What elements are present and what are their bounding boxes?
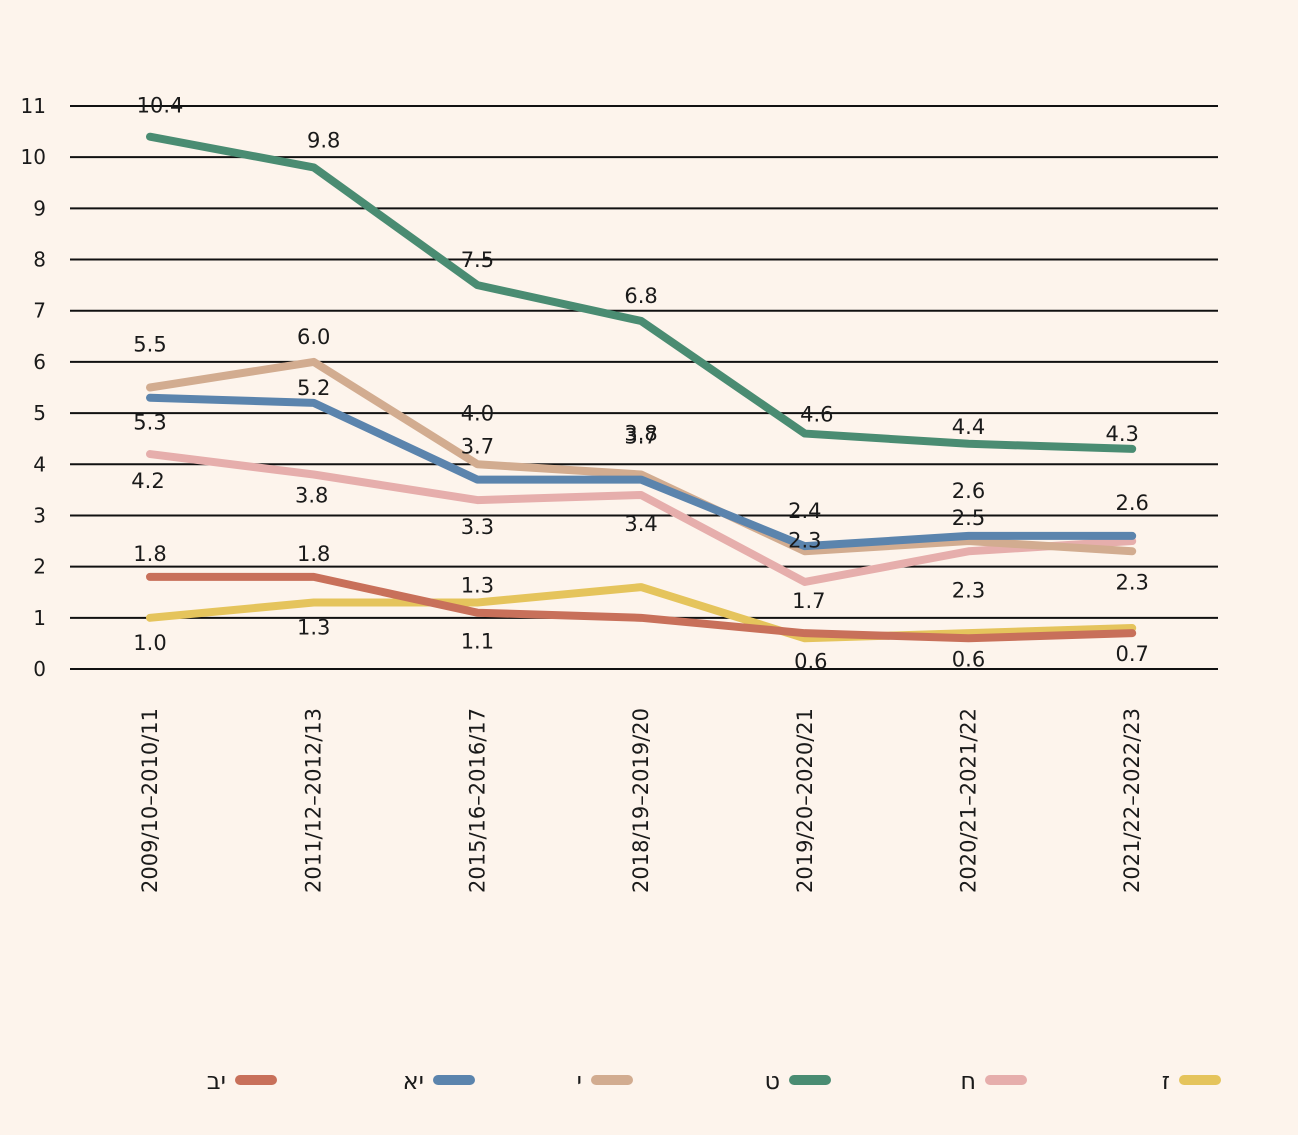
data-label: 4.4 bbox=[952, 415, 985, 439]
legend-label: ח bbox=[960, 1067, 976, 1095]
legend-item: יא bbox=[403, 1067, 475, 1095]
legend-item: י bbox=[577, 1067, 633, 1095]
data-labels: 1.8 1.8 1.1 0.6 0.7 5.3 5.2 3.7 3.7 2.4 2.6 2.6 5.5 6… bbox=[131, 94, 1149, 674]
series-line bbox=[146, 393, 1137, 551]
data-label: 5.2 bbox=[297, 376, 330, 400]
data-label: 4.3 bbox=[1105, 422, 1138, 446]
data-label: 1.7 bbox=[792, 589, 825, 613]
legend: יב יא י ט ח ז bbox=[207, 1067, 1221, 1095]
legend-label: י bbox=[577, 1067, 582, 1095]
legend-item: ט bbox=[764, 1067, 831, 1095]
data-label: 6.0 bbox=[297, 325, 330, 349]
y-tick-label: 6 bbox=[33, 350, 46, 374]
data-label: 3.7 bbox=[624, 425, 657, 449]
series-line bbox=[146, 450, 1137, 586]
legend-label: יב bbox=[207, 1067, 226, 1095]
data-label: 3.8 bbox=[295, 484, 328, 508]
data-label: 5.5 bbox=[133, 333, 166, 357]
series-lines bbox=[146, 132, 1137, 643]
y-tick-label: 9 bbox=[33, 196, 46, 220]
data-label: 2.6 bbox=[952, 479, 985, 503]
data-label: 1.3 bbox=[461, 573, 494, 597]
legend-item: יב bbox=[207, 1067, 277, 1095]
x-tick-label: 2018/19–2019/20 bbox=[629, 708, 653, 893]
legend-item: ח bbox=[960, 1067, 1027, 1095]
data-label: 10.4 bbox=[137, 94, 184, 118]
data-label: 0.6 bbox=[794, 649, 827, 673]
data-label: 1.0 bbox=[133, 631, 166, 655]
legend-label: ז bbox=[1162, 1067, 1170, 1095]
y-tick-label: 2 bbox=[33, 555, 46, 579]
data-label: 2.3 bbox=[952, 578, 985, 602]
data-label: 1.8 bbox=[297, 542, 330, 566]
data-label: 6.8 bbox=[624, 284, 657, 308]
x-tick-label: 2011/12–2012/13 bbox=[302, 708, 326, 893]
y-tick-label: 1 bbox=[33, 606, 46, 630]
data-label: 0.7 bbox=[1115, 642, 1148, 666]
data-label: 3.8 bbox=[624, 422, 657, 446]
y-tick-label: 0 bbox=[33, 657, 46, 681]
data-label: 1.1 bbox=[461, 630, 494, 654]
y-tick-label: 3 bbox=[33, 503, 46, 527]
y-tick-label: 8 bbox=[33, 248, 46, 272]
data-label: 3.4 bbox=[624, 512, 657, 536]
legend-label: ט bbox=[764, 1067, 780, 1095]
x-tick-label: 2021/22–2022/23 bbox=[1120, 708, 1144, 893]
data-label: 1.8 bbox=[133, 542, 166, 566]
y-tick-label: 10 bbox=[21, 145, 46, 169]
y-axis: 0 1 2 3 4 5 6 7 8 9 10 11 bbox=[21, 94, 46, 681]
data-label: 4.2 bbox=[131, 469, 164, 493]
y-tick-label: 7 bbox=[33, 299, 46, 323]
data-label: 4.0 bbox=[461, 401, 494, 425]
x-tick-label: 2019/20–2020/21 bbox=[793, 708, 817, 893]
series-line bbox=[146, 132, 1137, 453]
data-label: 2.4 bbox=[788, 499, 821, 523]
series-line bbox=[146, 357, 1137, 556]
y-tick-label: 11 bbox=[21, 94, 46, 118]
data-label: 7.5 bbox=[461, 248, 494, 272]
y-tick-label: 4 bbox=[33, 452, 46, 476]
data-label: 2.3 bbox=[1115, 570, 1148, 594]
data-label: 0.6 bbox=[952, 647, 985, 671]
data-label: 1.3 bbox=[297, 615, 330, 639]
series-line bbox=[146, 572, 1137, 643]
series-line bbox=[146, 583, 1137, 643]
data-label: 2.5 bbox=[952, 506, 985, 530]
y-tick-label: 5 bbox=[33, 401, 46, 425]
x-tick-label: 2020/21–2021/22 bbox=[957, 708, 981, 893]
data-label: 3.7 bbox=[461, 435, 494, 459]
data-label: 4.6 bbox=[800, 403, 833, 427]
x-axis: 2009/10–2010/11 2011/12–2012/13 2015/16–20… bbox=[138, 708, 1144, 893]
data-label: 9.8 bbox=[307, 128, 340, 152]
data-label: 3.3 bbox=[461, 515, 494, 539]
x-tick-label: 2015/16–2016/17 bbox=[465, 708, 489, 893]
x-tick-label: 2009/10–2010/11 bbox=[138, 708, 162, 893]
data-label: 2.6 bbox=[1115, 491, 1148, 515]
legend-item: ז bbox=[1162, 1067, 1221, 1095]
legend-label: יא bbox=[403, 1067, 424, 1095]
data-label: 2.3 bbox=[788, 528, 821, 552]
data-label: 5.3 bbox=[133, 411, 166, 435]
